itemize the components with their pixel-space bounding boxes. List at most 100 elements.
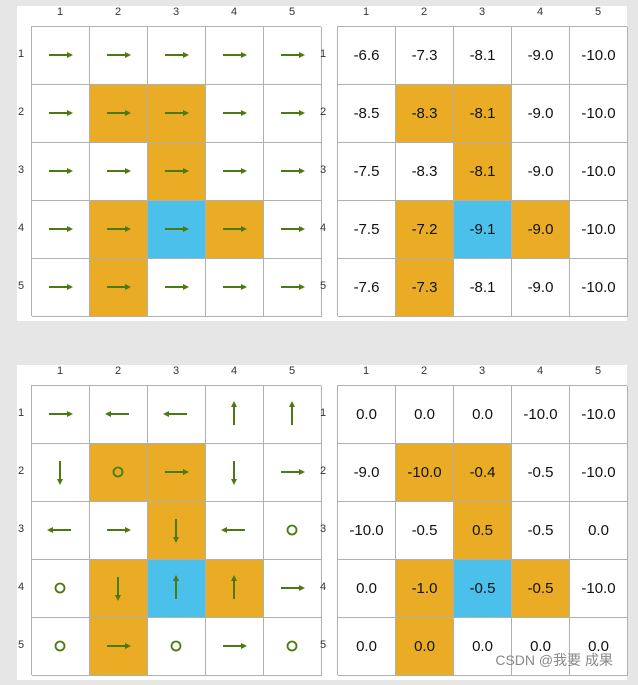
normal-cell (32, 143, 90, 201)
row-label: 1 (319, 407, 327, 419)
forbidden-cell: -8.1 (454, 143, 512, 201)
forbidden-cell (90, 618, 148, 676)
row-label: 2 (319, 465, 327, 477)
normal-cell (32, 201, 90, 259)
forbidden-cell (90, 201, 148, 259)
column-label: 3 (172, 6, 180, 18)
row-label: 1 (319, 48, 327, 60)
arrow-left-icon (221, 527, 245, 533)
normal-cell (32, 560, 90, 618)
arrow-right-icon (49, 168, 73, 174)
normal-cell: 0.0 (338, 618, 396, 676)
normal-cell: -6.6 (338, 27, 396, 85)
arrow-right-icon (281, 585, 305, 591)
normal-cell: -10.0 (570, 560, 628, 618)
column-label: 2 (420, 6, 428, 18)
column-label: 2 (114, 365, 122, 377)
row-label: 4 (319, 222, 327, 234)
arrow-right-icon (281, 284, 305, 290)
normal-cell (206, 27, 264, 85)
normal-cell: -9.0 (338, 444, 396, 502)
column-label: 1 (56, 6, 64, 18)
normal-cell (32, 386, 90, 444)
column-label: 3 (478, 6, 486, 18)
state-value: -9.0 (527, 47, 554, 64)
arrow-up-icon (173, 575, 179, 599)
arrow-down-icon (231, 461, 237, 485)
normal-cell: -10.0 (338, 502, 396, 560)
stay-circle-icon (286, 640, 298, 652)
arrow-right-icon (223, 110, 247, 116)
normal-cell: -9.0 (512, 143, 570, 201)
column-label: 4 (536, 6, 544, 18)
arrow-right-icon (49, 110, 73, 116)
normal-cell (32, 85, 90, 143)
state-value: -9.0 (527, 221, 554, 238)
arrow-right-icon (107, 284, 131, 290)
column-labels: 1 2 3 4 5 (31, 6, 321, 22)
state-value: -7.5 (353, 221, 380, 238)
state-value: -9.0 (527, 279, 554, 296)
state-value: -9.0 (527, 105, 554, 122)
policy-grid (31, 385, 322, 676)
row-label: 5 (17, 280, 25, 292)
policy-grid (31, 26, 322, 317)
normal-cell (264, 560, 322, 618)
stay-circle-icon (54, 640, 66, 652)
forbidden-cell (90, 560, 148, 618)
arrow-right-icon (49, 52, 73, 58)
normal-cell: -8.5 (338, 85, 396, 143)
normal-cell: -10.0 (570, 444, 628, 502)
arrow-right-icon (223, 284, 247, 290)
arrow-right-icon (107, 643, 131, 649)
state-value: -10.0 (523, 406, 558, 423)
forbidden-cell: 0.0 (396, 618, 454, 676)
normal-cell: 0.0 (570, 618, 628, 676)
arrow-right-icon (107, 168, 131, 174)
state-value: -8.3 (411, 105, 438, 122)
row-label: 5 (319, 639, 327, 651)
arrow-right-icon (107, 110, 131, 116)
normal-cell: -10.0 (570, 386, 628, 444)
normal-cell (264, 444, 322, 502)
normal-cell: -10.0 (570, 201, 628, 259)
normal-cell (148, 618, 206, 676)
arrow-right-icon (281, 168, 305, 174)
column-label: 4 (230, 365, 238, 377)
bottom-panel: 1 2 3 4 5 1 2 3 4 5 1 2 3 4 5 1 2 3 4 5 0.0 0.0 0.0 -10.0 -1… (17, 365, 628, 680)
normal-cell (264, 259, 322, 317)
normal-cell: -8.3 (396, 143, 454, 201)
forbidden-cell: -9.0 (512, 201, 570, 259)
state-value: 0.0 (356, 580, 377, 597)
arrow-left-icon (47, 527, 71, 533)
forbidden-cell: -8.3 (396, 85, 454, 143)
normal-cell (264, 27, 322, 85)
row-label: 2 (17, 465, 25, 477)
forbidden-cell: -1.0 (396, 560, 454, 618)
state-value: 0.0 (588, 638, 609, 655)
stay-circle-icon (286, 524, 298, 536)
target-cell: -9.1 (454, 201, 512, 259)
arrow-right-icon (165, 226, 189, 232)
forbidden-cell: -10.0 (396, 444, 454, 502)
normal-cell (206, 618, 264, 676)
arrow-right-icon (107, 52, 131, 58)
normal-cell (264, 618, 322, 676)
target-cell (148, 560, 206, 618)
normal-cell: 0.0 (338, 560, 396, 618)
state-value: -10.0 (581, 105, 616, 122)
forbidden-cell (206, 560, 264, 618)
state-value: 0.0 (530, 638, 551, 655)
value-grid: 0.0 0.0 0.0 -10.0 -10.0 -9.0 -10.0 -0.4 -0.5 -10.… (337, 385, 628, 676)
arrow-right-icon (165, 110, 189, 116)
state-value: -0.4 (469, 464, 496, 481)
normal-cell (148, 27, 206, 85)
column-label: 1 (362, 365, 370, 377)
normal-cell: 0.0 (512, 618, 570, 676)
watermark: CSDN @我要 成果 (495, 652, 613, 668)
state-value: 0.5 (472, 522, 493, 539)
normal-cell (32, 502, 90, 560)
state-value: -10.0 (349, 522, 384, 539)
normal-cell (206, 85, 264, 143)
state-value: -7.2 (411, 221, 438, 238)
